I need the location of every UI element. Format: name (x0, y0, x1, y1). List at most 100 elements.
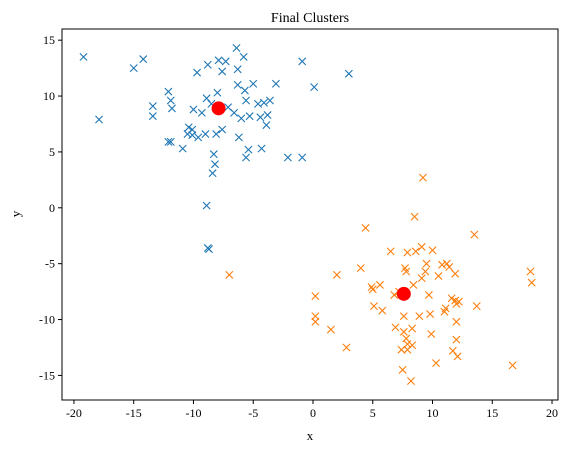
data-point (202, 201, 211, 210)
data-point (209, 150, 218, 159)
data-point (470, 230, 479, 239)
data-point (356, 264, 365, 273)
data-point (298, 153, 307, 162)
data-point (188, 125, 197, 134)
x-axis: -20 -15 -10 -5 0 5 10 15 20 (66, 400, 558, 420)
data-point (472, 302, 481, 311)
data-point (424, 290, 433, 299)
data-point (421, 267, 430, 276)
data-point (417, 274, 426, 283)
data-point (508, 361, 517, 370)
plot-frame (61, 28, 559, 401)
x-tick-label: 0 (310, 406, 316, 420)
centroid-layer (211, 101, 411, 301)
data-point (417, 242, 426, 251)
y-tick-label: 10 (43, 89, 55, 103)
data-point (326, 325, 335, 334)
data-point (403, 340, 412, 349)
data-point (225, 270, 234, 279)
data-point (311, 317, 320, 326)
data-point (194, 133, 203, 142)
data-point (230, 108, 239, 117)
x-axis-label: x (307, 428, 314, 443)
series-2 (225, 173, 536, 385)
x-tick-label: 5 (370, 406, 376, 420)
series-layer (79, 44, 536, 385)
data-point (434, 271, 443, 280)
data-point (526, 267, 535, 276)
data-point (408, 324, 417, 333)
data-point (378, 306, 387, 315)
centroid-marker (211, 101, 226, 116)
x-tick-label: -5 (248, 406, 258, 420)
data-point (79, 52, 88, 61)
data-point (407, 377, 415, 385)
data-point (452, 335, 461, 344)
data-point (310, 83, 319, 92)
y-axis: -15 -10 -5 0 5 10 15 (39, 33, 62, 382)
data-point (164, 87, 173, 96)
data-point (311, 312, 320, 321)
data-point (454, 297, 463, 306)
data-point (432, 359, 441, 368)
data-point (445, 263, 454, 272)
data-point (311, 292, 320, 301)
data-point (189, 105, 198, 114)
data-point (342, 343, 351, 352)
data-point (415, 312, 424, 321)
data-point (234, 133, 243, 142)
x-tick-label: 15 (486, 406, 498, 420)
data-point (438, 260, 447, 269)
data-point (257, 144, 266, 153)
data-point (164, 137, 173, 146)
data-point (242, 153, 251, 162)
data-point (386, 247, 395, 256)
y-tick-label: 5 (49, 145, 55, 159)
data-point (210, 160, 219, 169)
data-point (167, 104, 176, 113)
data-point (245, 112, 254, 121)
data-point (237, 114, 246, 123)
data-point (422, 259, 431, 268)
data-point (442, 259, 451, 268)
data-point (447, 294, 456, 303)
data-point (398, 365, 407, 374)
data-point (166, 96, 175, 105)
data-point (202, 94, 211, 103)
data-point (448, 346, 457, 355)
data-point (418, 173, 427, 182)
data-point (453, 352, 462, 361)
data-point (239, 52, 248, 61)
data-point (263, 111, 272, 120)
data-point (205, 245, 213, 254)
data-point (184, 123, 193, 132)
data-point (298, 57, 307, 66)
data-point (213, 88, 222, 97)
data-point (148, 112, 157, 121)
data-point (214, 56, 223, 65)
y-tick-label: -10 (39, 313, 55, 327)
x-tick-label: -10 (185, 406, 201, 420)
data-point (451, 269, 460, 278)
data-point (188, 131, 197, 140)
data-point (369, 302, 378, 311)
x-tick-label: -20 (66, 406, 82, 420)
data-point (402, 267, 411, 276)
data-point (233, 80, 242, 89)
data-point (178, 144, 187, 153)
y-axis-label: y (8, 210, 23, 217)
data-point (409, 280, 418, 289)
data-point (166, 137, 175, 146)
data-point (361, 223, 370, 232)
data-point (129, 64, 138, 73)
y-tick-label: 15 (43, 33, 55, 47)
data-point (244, 145, 253, 154)
data-point (344, 69, 353, 78)
data-point (232, 44, 241, 52)
plot-area: -20 -15 -10 -5 0 5 10 15 20 -15 -10 -5 0 5 10 15 (39, 28, 559, 420)
data-point (259, 98, 268, 107)
data-point (218, 67, 227, 76)
data-point (428, 246, 437, 255)
data-point (452, 317, 461, 326)
